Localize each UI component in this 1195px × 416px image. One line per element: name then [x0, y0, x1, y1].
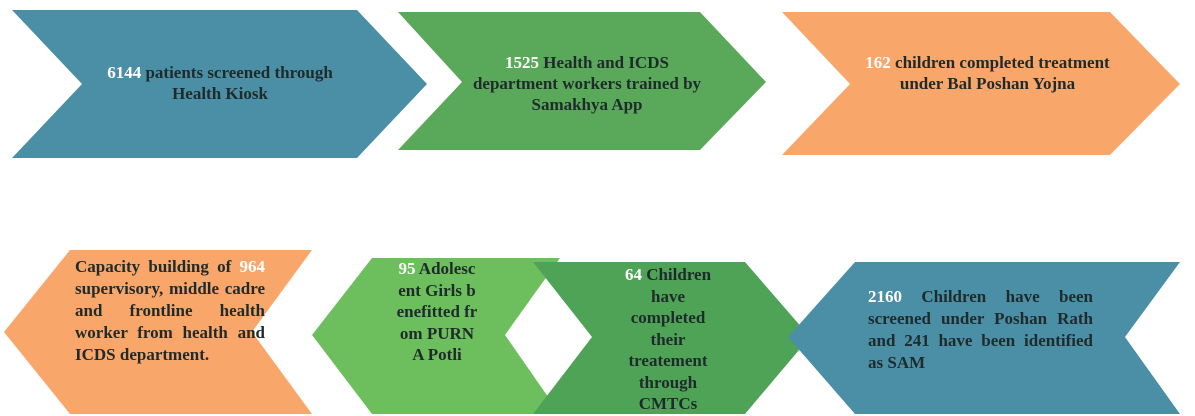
text: supervisory, middle cadre and frontline … [75, 279, 265, 364]
arrow [398, 12, 766, 150]
highlight-number: 2160 [868, 287, 902, 306]
highlight-number: 95 [398, 259, 416, 278]
text: children completed treatment under Bal P… [890, 53, 1110, 93]
arrow [788, 262, 1180, 414]
node-text: 95 Adolescent Girls benefitted from PURN… [395, 258, 479, 366]
highlight-number: 6144 [107, 63, 142, 82]
highlight-number: 1525 [505, 53, 540, 72]
node-text: 2160 Children have been screened under P… [868, 286, 1093, 374]
node-text: 6144 patients screened through Health Ki… [105, 62, 335, 104]
highlight-number: 162 [865, 53, 891, 72]
arrow [12, 10, 427, 158]
arrow [312, 258, 560, 414]
highlight-number: 964 [239, 257, 266, 276]
arrow [4, 250, 312, 414]
arrow [533, 262, 810, 414]
text: patients screened through Health Kiosk [141, 63, 333, 103]
node-text: 162 children completed treatment under B… [855, 52, 1120, 94]
text: Capacity building of [75, 257, 240, 276]
highlight-number: 64 [624, 265, 642, 284]
node-text: Capacity building of 964 supervisory, mi… [75, 256, 265, 366]
node-text: 64 Children have completed their treatem… [612, 264, 724, 415]
text: Health and ICDS department workers train… [472, 53, 702, 114]
text: Children have completed their treatement… [628, 265, 712, 413]
text: Children have been screened under Poshan… [868, 287, 1093, 372]
arrow [782, 12, 1180, 155]
node-text: 1525 Health and ICDS department workers … [462, 52, 712, 115]
text: Adolescent Girls benefitted from PURNA P… [396, 259, 478, 364]
